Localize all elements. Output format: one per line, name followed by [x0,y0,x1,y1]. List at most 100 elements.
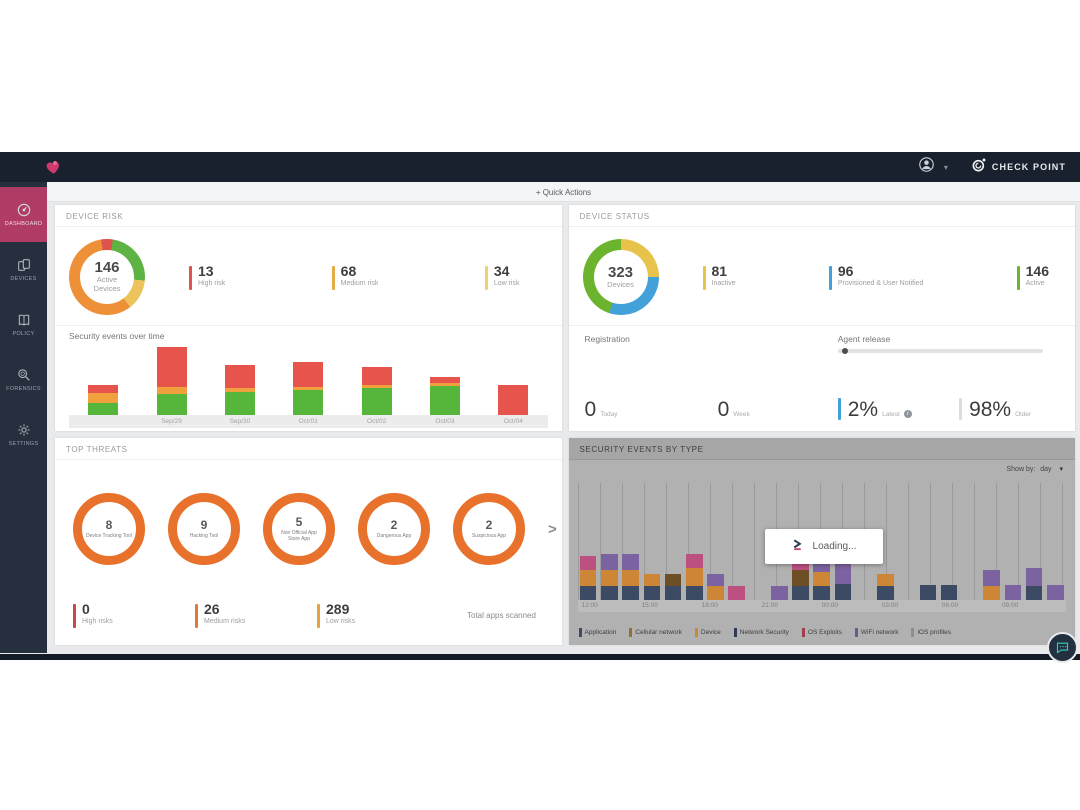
sidebar-item-policy[interactable]: POLICY [0,297,47,352]
events-by-type-panel: SECURITY EVENTS BY TYPE Show by: day ▾ 1… [568,438,1075,645]
stat-color-tick [73,604,76,628]
bar-segment-orange [622,570,639,586]
forensics-icon [16,367,32,383]
stat-text: 289 Low risks [326,601,355,628]
threats-next-arrow[interactable]: > [548,520,557,538]
legend-color-marker [578,628,582,637]
bar-segment-pink [579,556,597,570]
quick-actions-button[interactable]: + Quick Actions [535,188,592,197]
events-by-type-bar [643,574,661,600]
threat-label: Non Official App Store App [281,529,317,542]
legend-color-marker [629,628,633,637]
threat-circle[interactable]: 9 Hacking Tool [168,493,240,565]
events-by-type-bar [792,558,809,600]
show-by-dropdown[interactable]: Show by: day ▾ [1006,465,1063,473]
agent-release-progressbar [837,348,1043,354]
stat-value: 96 [837,263,854,279]
events-by-type-bar [834,560,852,600]
bar-segment-purple [834,560,852,584]
stat-value: 0 [717,398,730,422]
bar-segment-orange [601,570,618,586]
bar-segment-high [224,365,255,388]
threat-count: 2 [390,518,398,533]
threat-circle[interactable]: 2 Dangerous App [358,493,430,565]
sidebar-item-label: SETTINGS [8,441,39,447]
stat-color-tick [484,266,488,290]
stat-label: Low risk [493,280,520,288]
threat-circle[interactable]: 5 Non Official App Store App [263,493,335,565]
device-status-donut-value: 323 [607,263,634,281]
legend-item: Application [578,628,616,637]
events-by-type-bar [707,574,724,600]
checkpoint-wordmark: CHECK POINT [991,162,1066,172]
bar-segment-low [429,386,460,415]
stat-value: 26 [204,601,220,617]
bar-segment-navy [579,586,597,600]
bar-segment-navy [686,586,703,600]
events-over-time-title: Security events over time [55,325,562,344]
events-over-time-tick-label: Oct/01 [298,418,318,425]
dashboard-icon [16,202,32,218]
bar-segment-medium [293,387,324,390]
policy-icon [16,312,32,328]
top-bar: ▾ CHECK POINT [0,152,1080,182]
user-menu-chevron-icon[interactable]: ▾ [943,162,948,172]
events-over-time-slot: Sep/30 [206,344,274,428]
stat-color-tick [959,398,963,420]
sidebar-item-devices[interactable]: DEVICES [0,242,47,297]
bar-segment-high [429,377,460,383]
stat-text: 146 Active [1025,263,1049,290]
device-risk-stat: 13 High risk [189,263,225,290]
app-window: ▾ CHECK POINT DASHBOARD DEVICES POLICY FORE… [0,152,1080,660]
sidebar-item-label: DASHBOARD [4,221,43,227]
bar-segment-purple [1004,585,1022,600]
quick-actions-bar: + Quick Actions [47,182,1080,202]
registration-section: Registration 0 Today 0 Week [569,326,822,430]
events-by-type-tick-label: 09:00 [1001,602,1019,609]
stat-color-tick [189,266,192,290]
events-by-type-slot [578,556,599,600]
legend-item: OS Exploits [801,628,842,637]
show-by-label: Show by: [1006,466,1036,473]
bar-segment-medium [224,388,255,392]
legend-color-marker [854,628,858,637]
events-over-time-bar [156,347,187,415]
events-by-type-tick-label: 15:00 [641,602,658,609]
stat-color-tick [828,266,832,290]
stat-text: 68 Medium risk [341,263,379,290]
threat-circle[interactable]: 2 Suspicious App [453,493,525,565]
stat-label: Active [1025,280,1045,288]
agent-release-section: Agent release 2% Latest i 98% Older [822,326,1075,430]
sidebar-item-dashboard[interactable]: DASHBOARD [0,187,47,242]
events-by-type-bar [983,570,1000,600]
sidebar-item-forensics[interactable]: FORENSICS [0,352,47,407]
events-over-time-tick-label: Sep/30 [229,418,251,425]
events-over-time-tick-label: Oct/02 [367,418,387,425]
events-by-type-slot [599,554,620,600]
events-over-time-bar [293,362,324,415]
events-by-type-bar [1046,585,1064,600]
events-by-type-slot [726,586,747,600]
agent-release-stat: 2% Latest i [837,398,912,420]
stat-label: Medium risks [204,618,246,626]
info-icon[interactable]: i [903,410,912,418]
bar-segment-purple [1046,585,1064,600]
bar-segment-pink [686,554,703,568]
events-by-type-bar [813,560,830,600]
chat-bubble-button[interactable] [1047,632,1078,663]
stat-value: 0 [82,601,90,617]
events-over-time-chart: Sep/29 Sep/30 Oct/01 Oct/02 Oct/03 Oct/04 [69,344,548,428]
stat-color-tick [1016,266,1020,290]
user-avatar[interactable] [918,156,935,178]
bar-segment-navy [792,586,809,600]
bar-segment-purple [770,586,788,600]
threat-label: Dangerous App [376,532,412,539]
sidebar-item-label: DEVICES [10,276,37,282]
bar-segment-medium [88,393,119,403]
events-by-type-slot [1045,585,1066,600]
threat-circle[interactable]: 8 Device Tracking Tool [73,493,145,565]
legend-item: Cellular network [629,628,682,637]
events-by-type-tick-label: 03:00 [881,602,899,609]
events-over-time-tick-label: Oct/03 [435,418,455,425]
sidebar-item-settings[interactable]: SETTINGS [0,407,47,462]
